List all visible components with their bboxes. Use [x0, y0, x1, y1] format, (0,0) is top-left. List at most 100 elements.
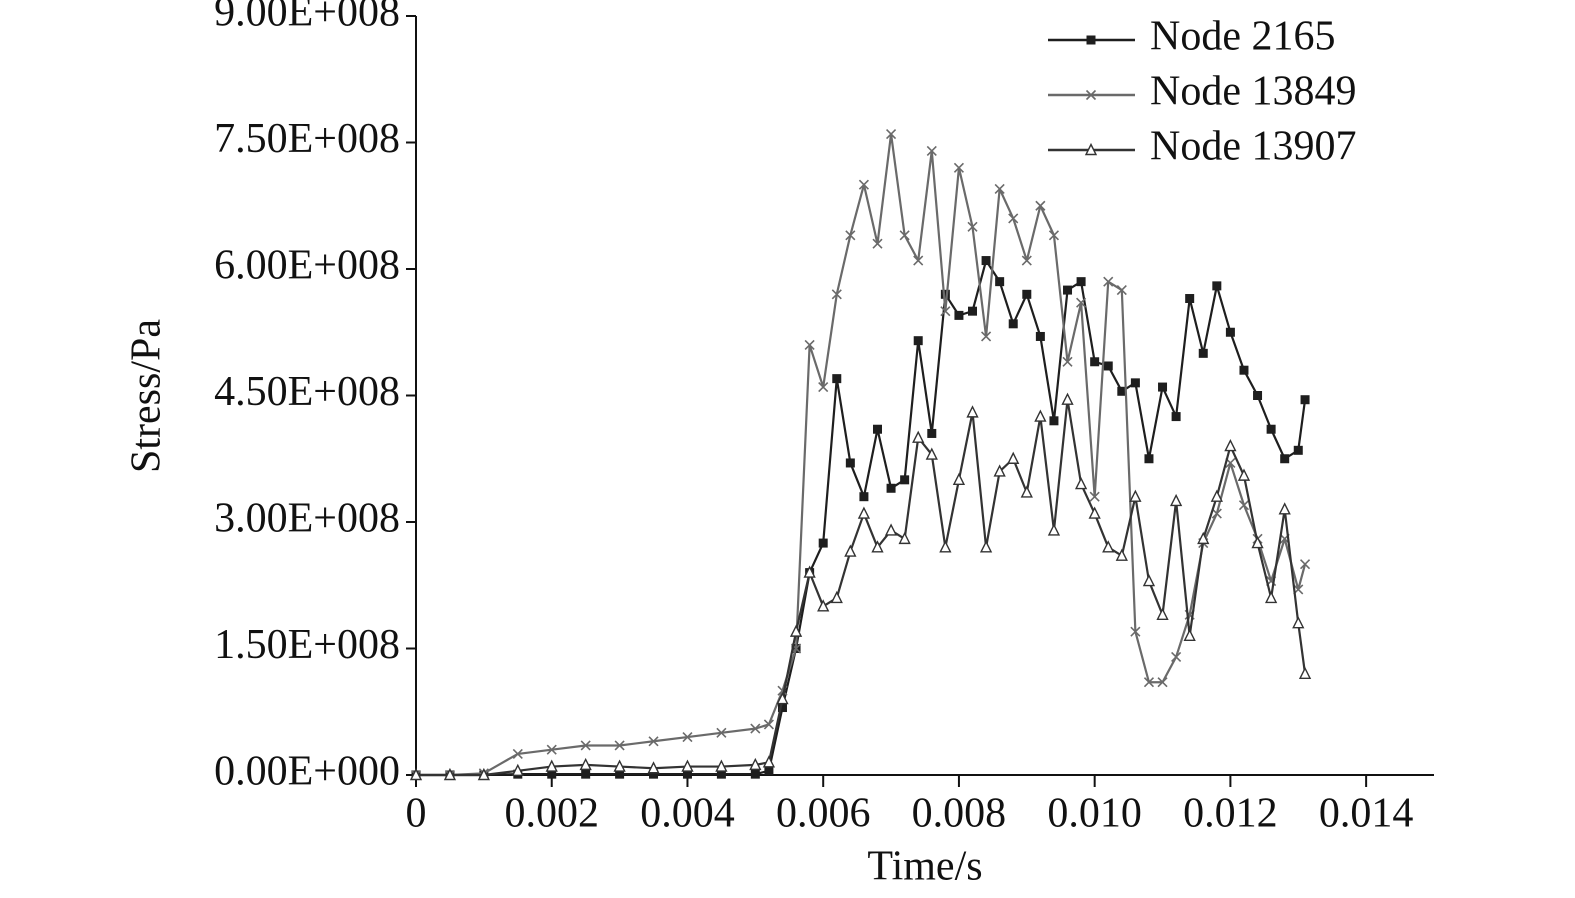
marker — [884, 523, 898, 536]
marker — [968, 306, 978, 316]
marker — [912, 430, 925, 443]
marker — [615, 769, 625, 779]
marker — [1076, 297, 1087, 308]
marker — [649, 769, 659, 779]
x-axis-title: Time/s — [867, 844, 982, 890]
marker — [477, 767, 490, 781]
marker — [1007, 451, 1020, 464]
marker — [546, 744, 557, 755]
marker — [1156, 607, 1169, 620]
marker — [1008, 319, 1018, 329]
marker — [1266, 424, 1276, 434]
marker — [1251, 536, 1264, 549]
marker — [1143, 677, 1155, 688]
marker — [647, 761, 660, 774]
marker — [1089, 491, 1100, 502]
marker — [776, 692, 789, 705]
marker — [1280, 454, 1290, 464]
marker — [682, 769, 692, 779]
x-tick-label: 0.004 — [640, 791, 735, 837]
marker — [763, 719, 774, 730]
marker — [1292, 616, 1305, 629]
marker — [844, 544, 857, 557]
marker — [1237, 468, 1251, 481]
legend-label: Node 13849 — [1150, 69, 1356, 115]
marker — [913, 336, 923, 346]
marker — [1047, 523, 1061, 536]
marker — [993, 464, 1006, 477]
marker — [1212, 281, 1222, 291]
marker — [762, 755, 776, 768]
marker — [1062, 356, 1073, 367]
marker — [1210, 489, 1223, 502]
marker — [545, 759, 558, 772]
x-tick-label: 0.012 — [1183, 791, 1278, 837]
marker — [789, 624, 803, 637]
marker — [547, 769, 557, 779]
y-tick-label: 1.50E+008 — [214, 622, 400, 668]
marker — [682, 731, 693, 743]
marker — [749, 757, 762, 771]
marker — [818, 382, 829, 393]
marker — [1090, 357, 1100, 367]
marker — [900, 475, 910, 485]
marker — [952, 472, 966, 486]
marker — [1035, 200, 1046, 211]
series-line — [416, 132, 1307, 777]
marker — [1129, 489, 1142, 502]
marker — [939, 540, 952, 553]
marker — [1116, 285, 1127, 296]
marker — [409, 767, 423, 781]
marker — [1103, 361, 1113, 371]
marker — [512, 748, 523, 759]
x-tick-label: 0.006 — [776, 791, 871, 837]
marker — [1008, 213, 1019, 224]
x-tick-label: 0.014 — [1319, 791, 1414, 837]
marker — [994, 183, 1005, 194]
marker — [1142, 573, 1156, 587]
marker — [1238, 500, 1250, 511]
marker — [899, 230, 910, 241]
marker — [858, 179, 869, 190]
marker — [1022, 289, 1032, 299]
marker — [1048, 230, 1060, 241]
x-tick-label: 0.008 — [912, 791, 1007, 837]
marker — [871, 540, 884, 553]
marker — [1211, 508, 1222, 519]
marker — [1224, 439, 1237, 452]
marker — [830, 590, 843, 604]
marker — [1063, 285, 1073, 295]
marker — [1034, 409, 1047, 422]
marker — [803, 565, 816, 578]
marker — [1117, 386, 1127, 396]
marker — [1102, 540, 1115, 553]
marker — [1144, 454, 1154, 464]
marker — [1169, 493, 1183, 507]
marker — [857, 506, 871, 519]
marker — [1158, 382, 1168, 392]
marker — [764, 766, 774, 776]
marker — [777, 703, 787, 713]
marker — [832, 374, 842, 384]
marker — [979, 540, 993, 553]
marker — [913, 255, 924, 266]
legend-label: Node 13907 — [1150, 124, 1356, 170]
marker — [831, 289, 842, 300]
marker — [925, 447, 938, 460]
marker — [613, 759, 626, 772]
legend-label: Node 2165 — [1150, 14, 1335, 60]
marker — [926, 145, 937, 156]
marker — [954, 310, 964, 320]
marker — [981, 331, 992, 342]
marker — [872, 238, 883, 249]
y-tick-label: 7.50E+008 — [214, 116, 400, 162]
marker — [927, 428, 937, 438]
y-tick-label: 3.00E+008 — [214, 496, 400, 542]
marker — [716, 769, 726, 779]
marker — [1225, 327, 1235, 337]
x-tick-label: 0 — [406, 791, 427, 837]
marker — [681, 759, 694, 772]
marker — [1171, 651, 1182, 662]
y-tick-label: 9.00E+008 — [214, 0, 400, 36]
